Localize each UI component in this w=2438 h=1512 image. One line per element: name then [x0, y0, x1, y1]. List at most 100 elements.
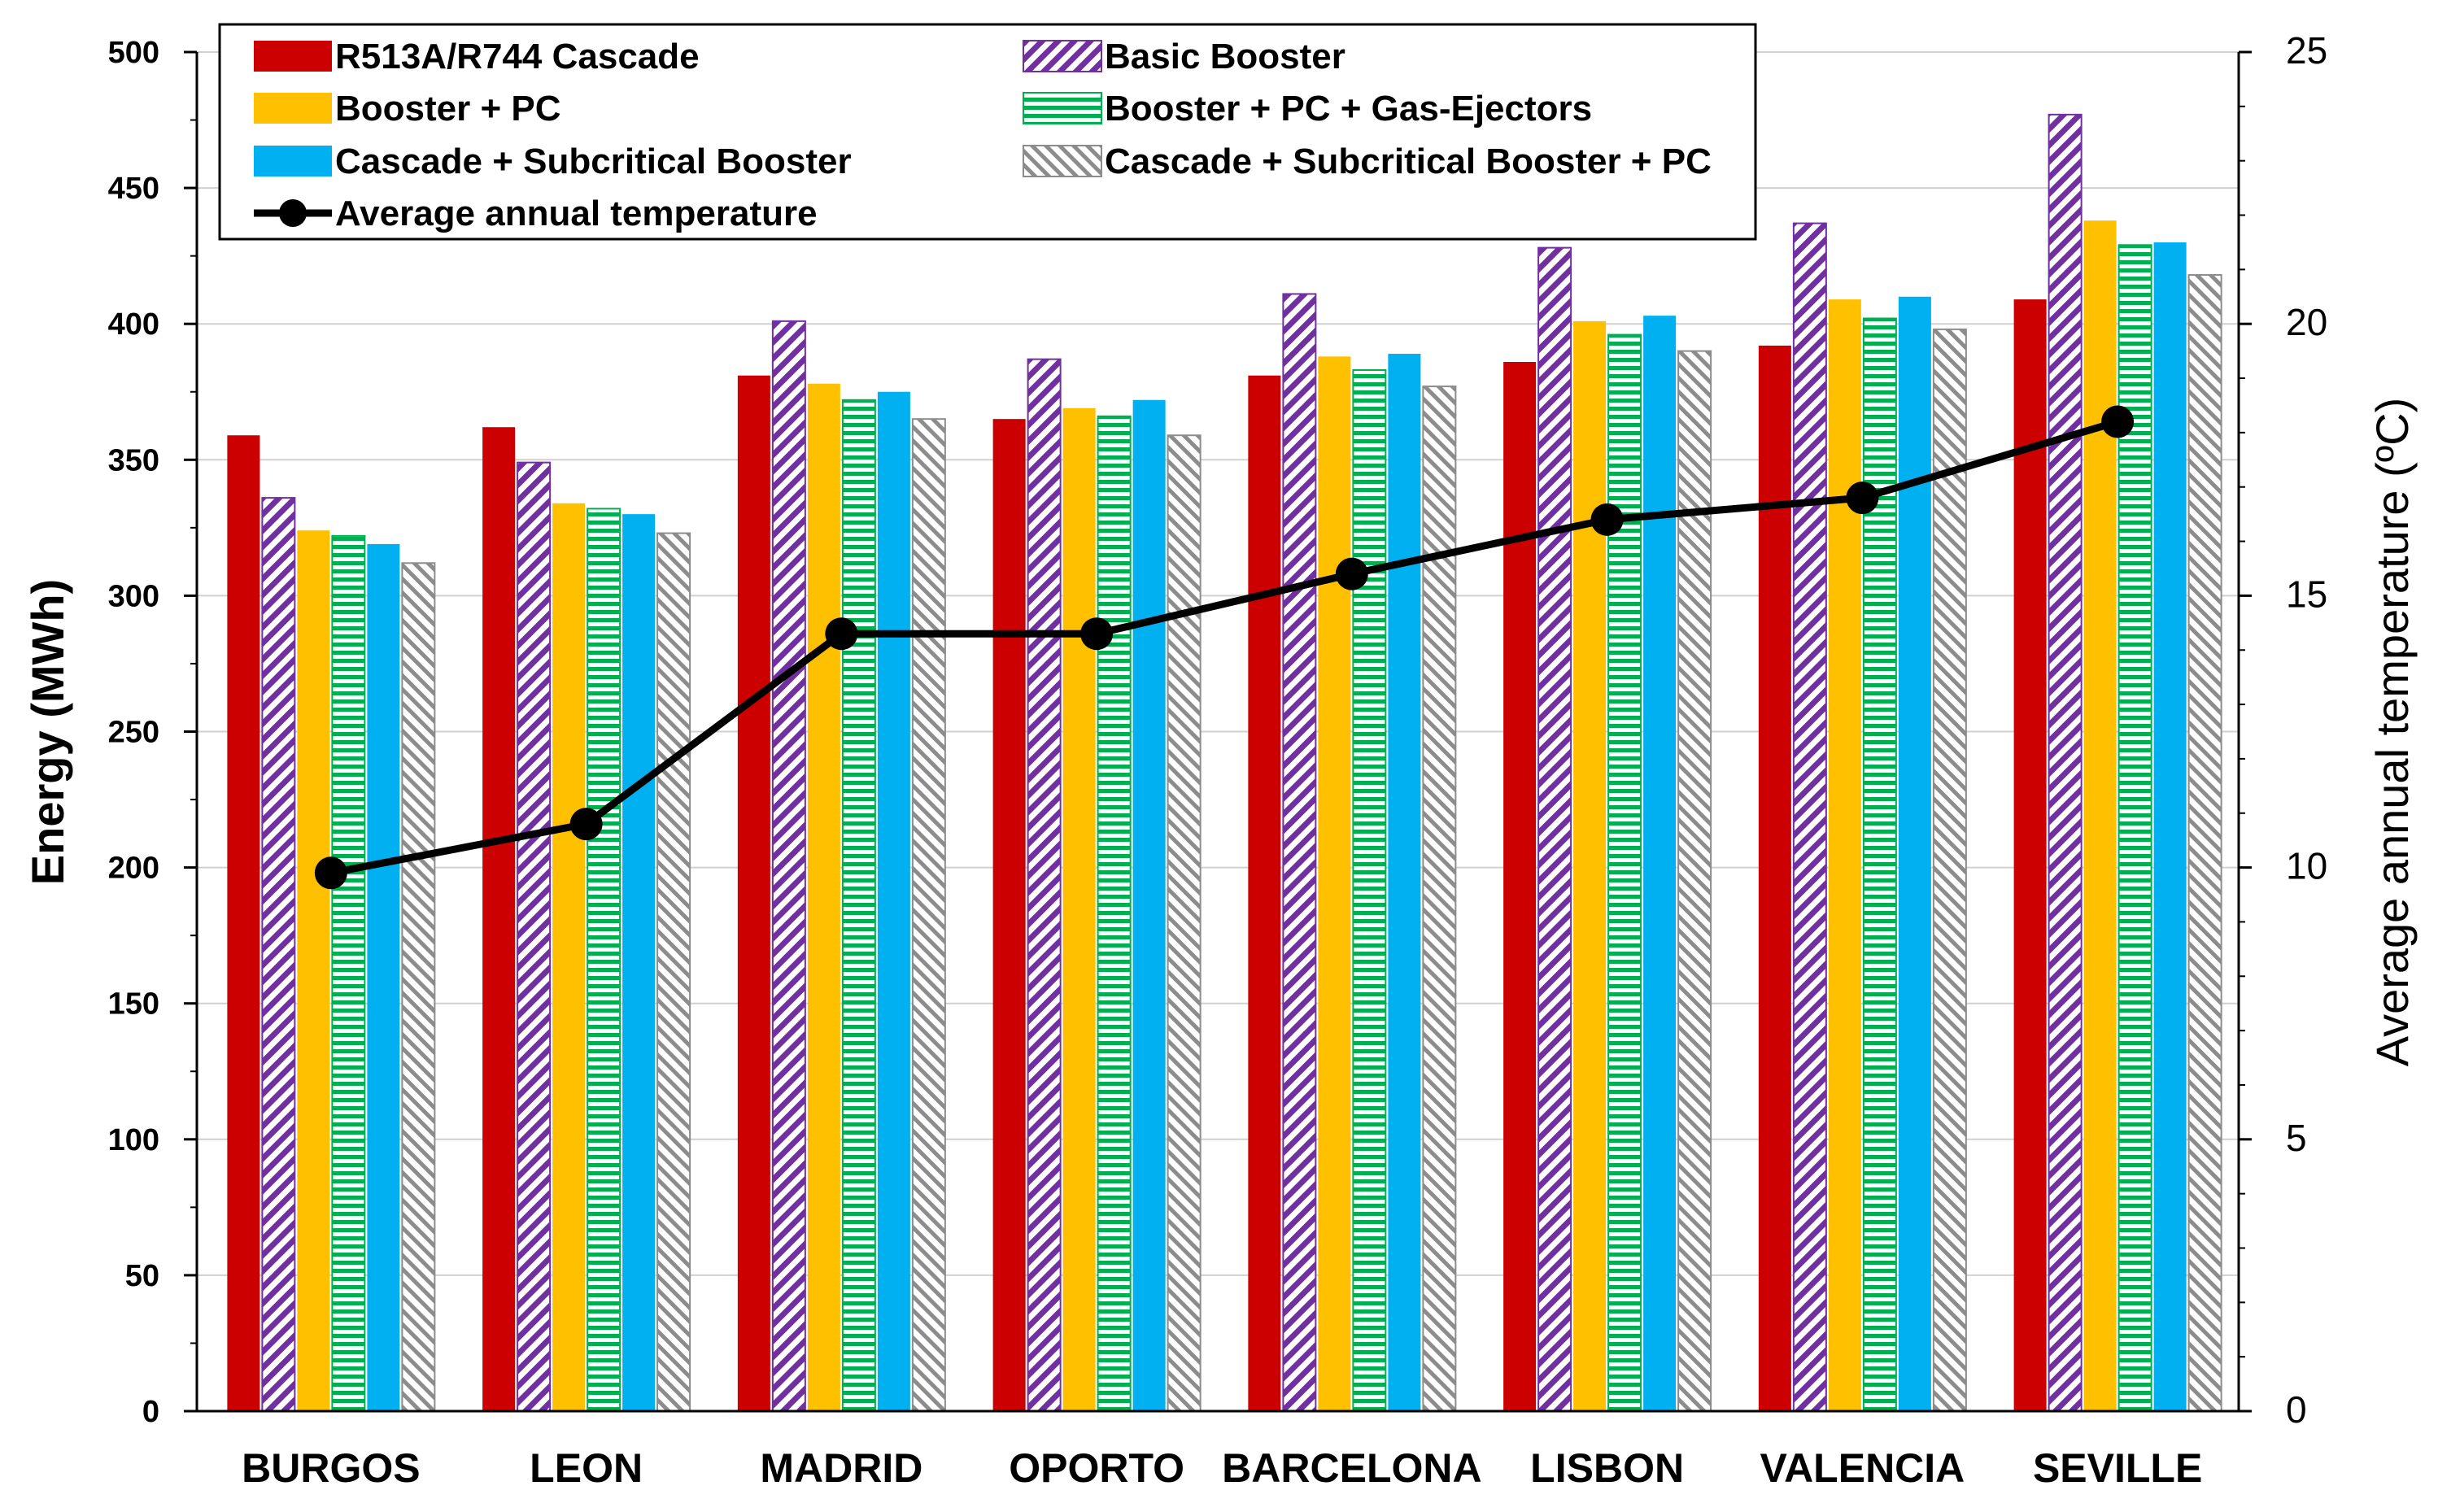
- bar-leon-4: [587, 508, 621, 1412]
- y-tick-label-200: 200: [108, 852, 159, 886]
- bar-seville-3: [2083, 220, 2117, 1412]
- bar-leon-6: [656, 532, 691, 1412]
- legend-swatch-3: [254, 93, 332, 124]
- bar-valencia-3: [1828, 299, 1861, 1411]
- bar-leon-1: [482, 427, 516, 1411]
- bar-valencia-4: [1862, 317, 1897, 1412]
- y-tick-label-500: 500: [108, 36, 159, 70]
- y-tick-label-350: 350: [108, 443, 159, 477]
- y2-tick-label-25: 25: [2286, 29, 2327, 72]
- bar-burgos-2: [261, 497, 296, 1412]
- bar-barcelona-6: [1422, 386, 1457, 1412]
- bar-seville-6: [2187, 274, 2222, 1413]
- y2-tick-label-5: 5: [2286, 1117, 2307, 1159]
- y2-tick-label-20: 20: [2286, 301, 2327, 343]
- legend-items: R513A/R744 Cascade Basic Booster Booster +…: [254, 37, 1712, 233]
- bar-madrid-3: [807, 383, 840, 1411]
- temperature-point-burgos: [314, 856, 347, 890]
- bar-oporto-4: [1097, 415, 1132, 1412]
- bar-oporto-3: [1062, 407, 1096, 1411]
- x-label-oporto: OPORTO: [1009, 1445, 1184, 1491]
- bar-burgos-3: [297, 530, 330, 1411]
- bar-lisbon-5: [1643, 316, 1677, 1411]
- y-tick-label-50: 50: [125, 1259, 159, 1293]
- y-tick-label-250: 250: [108, 716, 159, 750]
- bar-oporto-5: [1132, 399, 1166, 1411]
- bars-group: [227, 113, 2222, 1413]
- y-ticks-right: 0 5 10 15 20 25: [2239, 29, 2327, 1431]
- legend-swatch-4: [1023, 92, 1102, 124]
- y-tick-label-100: 100: [108, 1123, 159, 1157]
- bar-valencia-1: [1758, 345, 1791, 1411]
- bar-burgos-5: [367, 543, 400, 1411]
- x-label-seville: SEVILLE: [2033, 1445, 2202, 1491]
- y-tick-label-150: 150: [108, 987, 159, 1022]
- y-tick-label-300: 300: [108, 579, 159, 613]
- temperature-point-barcelona: [1335, 557, 1368, 590]
- legend-box: [218, 23, 1757, 241]
- bar-barcelona-2: [1282, 293, 1317, 1412]
- temperature-line-group: [314, 405, 2135, 890]
- y-tick-label-400: 400: [108, 307, 159, 342]
- bar-madrid-6: [911, 418, 946, 1412]
- x-label-barcelona: BARCELONA: [1222, 1445, 1481, 1491]
- x-label-lisbon: LISBON: [1530, 1445, 1684, 1491]
- legend-line-marker: [279, 199, 307, 227]
- y2-tick-label-0: 0: [2286, 1388, 2307, 1431]
- bar-burgos-6: [401, 562, 436, 1412]
- bar-leon-2: [517, 461, 552, 1413]
- bar-seville-5: [2153, 242, 2187, 1412]
- legend-swatch-5: [254, 146, 332, 176]
- y-axis-title-right: Average annual temperature (ºC): [2366, 398, 2418, 1067]
- bar-lisbon-4: [1607, 333, 1642, 1412]
- temperature-point-oporto: [1080, 617, 1114, 651]
- x-label-burgos: BURGOS: [242, 1445, 420, 1491]
- bar-barcelona-4: [1352, 369, 1387, 1412]
- legend-label-6: Cascade + Subcritical Booster + PC: [1105, 142, 1712, 181]
- bar-oporto-6: [1167, 434, 1202, 1412]
- bar-valencia-6: [1932, 328, 1967, 1412]
- bar-oporto-2: [1027, 358, 1062, 1412]
- legend-swatch-2: [1023, 40, 1102, 72]
- bar-lisbon-2: [1537, 246, 1572, 1412]
- bar-leon-5: [622, 514, 656, 1411]
- bar-seville-2: [2048, 113, 2083, 1413]
- x-label-madrid: MADRID: [760, 1445, 922, 1491]
- bar-seville-1: [2013, 299, 2047, 1411]
- bar-oporto-1: [992, 419, 1026, 1412]
- bar-barcelona-1: [1248, 375, 1281, 1411]
- bar-barcelona-3: [1318, 356, 1351, 1412]
- legend-swatch-6: [1023, 145, 1102, 177]
- legend-label-1: R513A/R744 Cascade: [335, 37, 700, 76]
- bar-madrid-2: [771, 320, 806, 1412]
- y2-tick-label-10: 10: [2286, 845, 2327, 887]
- legend-label-5: Cascade + Subcritical Booster: [335, 142, 852, 181]
- temperature-point-leon: [569, 808, 603, 841]
- bar-valencia-5: [1898, 296, 1931, 1411]
- temperature-point-lisbon: [1590, 503, 1624, 536]
- temperature-line: [330, 418, 2119, 877]
- temperature-point-madrid: [825, 617, 858, 651]
- bar-madrid-5: [877, 391, 910, 1411]
- bar-lisbon-3: [1573, 320, 1607, 1411]
- temperature-point-seville: [2101, 405, 2135, 438]
- legend-label-3: Booster + PC: [335, 89, 561, 129]
- legend-label-temperature: Average annual temperature: [335, 194, 818, 233]
- temperature-point-valencia: [1846, 481, 1879, 515]
- y-ticks-left: 0 50 100 150 200 250 300 350 400 450 500: [108, 36, 197, 1429]
- legend: R513A/R744 Cascade Basic Booster Booster +…: [218, 23, 1757, 241]
- x-category-labels: BURGOS LEON MADRID OPORTO BARCELONA LISBON VAL…: [242, 1445, 2202, 1491]
- bar-madrid-1: [737, 375, 770, 1411]
- bar-valencia-2: [1792, 222, 1827, 1412]
- x-label-leon: LEON: [530, 1445, 643, 1491]
- y-axis-title-left: Energy (MWh): [22, 579, 73, 885]
- y-tick-label-0: 0: [142, 1395, 159, 1429]
- legend-swatch-1: [254, 41, 332, 72]
- bar-madrid-4: [841, 399, 876, 1412]
- y2-tick-label-15: 15: [2286, 573, 2327, 615]
- x-label-valencia: VALENCIA: [1760, 1445, 1965, 1491]
- bar-leon-3: [552, 503, 586, 1411]
- legend-label-2: Basic Booster: [1105, 37, 1345, 76]
- y-tick-label-450: 450: [108, 172, 159, 206]
